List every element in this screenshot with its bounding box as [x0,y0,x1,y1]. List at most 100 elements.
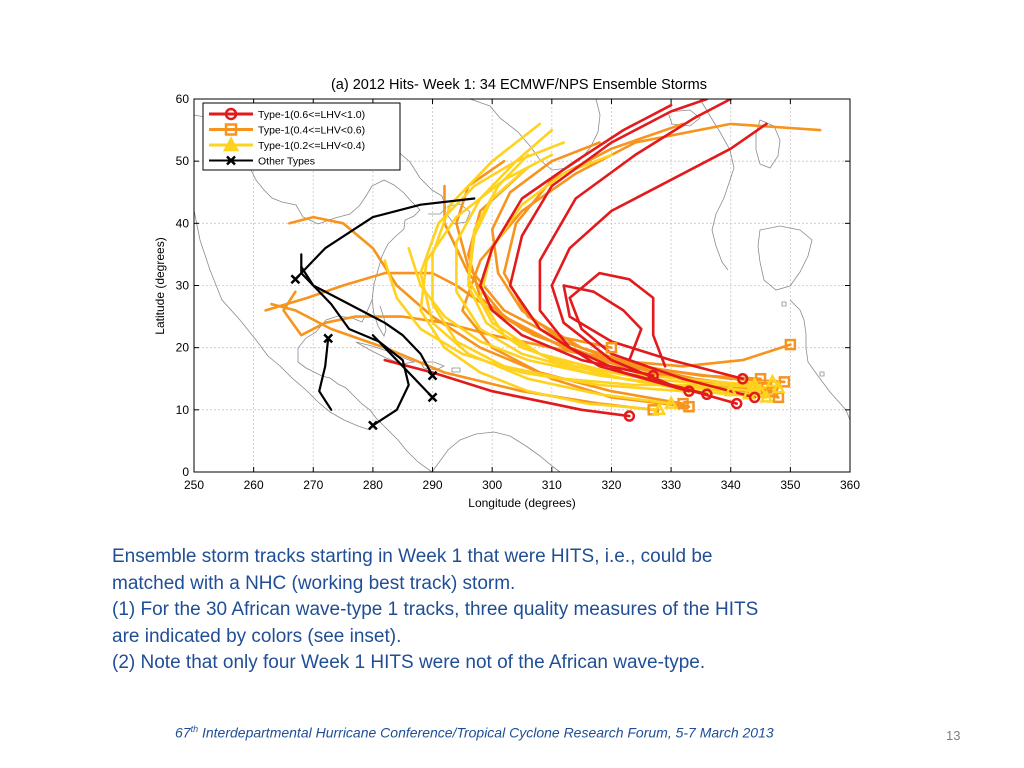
start-marker-square [784,338,797,351]
start-marker-circle [683,385,695,397]
puerto-rico [451,367,461,373]
start-marker-circle [623,410,636,422]
storm-start-markers [290,274,797,431]
x-tick-label: 360 [840,478,860,492]
start-marker-circle [730,397,743,410]
start-marker-square [683,400,695,413]
cape-verde [819,371,825,377]
slide-caption: Ensemble storm tracks starting in Week 1… [112,544,912,677]
track-line [455,128,732,393]
x-tick-label: 350 [780,478,800,492]
x-tick-label: 260 [244,478,264,492]
start-marker-triangle [664,395,679,409]
british-isles [755,119,781,169]
track-line [318,337,333,411]
legend-square-marker [224,123,238,136]
caption-line-2: matched with a NHC (working best track) … [112,572,516,594]
track-line [270,302,655,412]
start-marker-square [778,376,791,388]
y-tick-label: 50 [176,154,190,168]
track-line [419,141,673,405]
start-marker-triangle [771,379,786,394]
iceland [667,109,701,127]
africa-coast [789,299,850,421]
iberia [757,225,813,291]
start-marker-circle [647,369,659,382]
track-chart: 250 260 270 280 290 300 310 320 330 340 350 360 0 10 2… [153,77,861,510]
legend-label-1: Type-1(0.6<=LHV<1.0) [258,109,365,121]
x-tick-label: 310 [542,478,562,492]
north-america-coast [194,114,433,472]
footer-number: 67 [175,724,191,741]
track-line [550,122,768,405]
south-america [431,431,561,472]
west-coast [194,209,371,431]
start-marker-x [323,333,334,344]
x-tick-label: 250 [184,478,204,492]
x-tick-label: 290 [423,478,443,492]
legend-label-4: Other Types [258,156,315,168]
track-line [467,153,756,387]
start-marker-square [605,341,618,354]
legend: Type-1(0.6<=LHV<1.0) Type-1(0.4<=LHV<0.6… [202,102,401,171]
y-tick-label: 40 [176,216,190,230]
legend-triangle-marker [222,136,240,152]
track-line [371,334,434,399]
caption-line-1: Ensemble storm tracks starting in Week 1… [112,546,713,567]
y-tick-label: 60 [176,92,190,106]
legend-circle-marker [224,107,238,121]
hispaniola [419,361,445,371]
x-tick-label: 280 [363,478,383,492]
legend-label-3: Type-1(0.2<=LHV<0.4) [258,140,365,152]
legend-label-2: Type-1(0.4<=LHV<0.6) [258,125,365,137]
slide-footer: 67th Interdepartmental Hurricane Confere… [175,724,774,741]
start-marker-x [427,370,438,381]
start-marker-triangle [652,401,667,416]
legend-x-marker [226,155,236,166]
track-line [479,103,673,377]
footer-superscript: th [190,724,199,734]
track-line [562,284,744,381]
start-marker-triangle [765,373,780,388]
track-line [568,271,756,399]
start-marker-triangle [759,389,774,403]
start-marker-circle [748,391,761,404]
start-marker-circle [736,373,749,385]
y-tick-label: 0 [182,465,189,479]
cuba [355,341,416,365]
start-marker-triangle [723,382,738,397]
x-tick-label: 270 [303,478,323,492]
greenland [469,99,601,171]
track-line [294,197,476,281]
y-axis-label: Latitude (degrees) [153,237,167,334]
start-marker-x [427,392,438,403]
x-tick-label: 320 [601,478,621,492]
footer-text: Interdepartmental Hurricane Conference/T… [198,724,774,741]
axis-ticks: 250 260 270 280 290 300 310 320 330 340 350 360 0 10 2… [176,92,861,492]
x-tick-label: 300 [482,478,502,492]
storm-tracks [264,99,822,427]
caption-line-5: (2) Note that only four Week 1 HITS were… [112,652,706,673]
x-tick-label: 330 [661,478,681,492]
europe-coast [699,99,735,271]
start-marker-x [368,420,378,431]
start-marker-x [290,274,301,285]
track-line [383,358,631,418]
caption-line-4: are indicated by colors (see inset). [112,625,402,647]
canary-islands [781,301,787,307]
labrador [379,144,447,215]
y-tick-label: 30 [176,279,190,293]
y-tick-label: 10 [176,403,190,417]
coastline-map [194,99,850,472]
x-tick-label: 340 [721,478,741,492]
florida [371,299,387,337]
caption-line-3: (1) For the 30 African wave-type 1 track… [112,599,759,620]
y-tick-label: 20 [176,341,190,355]
start-marker-triangle [747,376,762,391]
start-marker-square [677,397,689,410]
start-marker-triangle [753,382,768,397]
x-axis-label: Longitude (degrees) [468,496,575,510]
page-number: 13 [946,728,961,743]
track-line [538,99,732,396]
start-marker-circle [701,388,713,401]
